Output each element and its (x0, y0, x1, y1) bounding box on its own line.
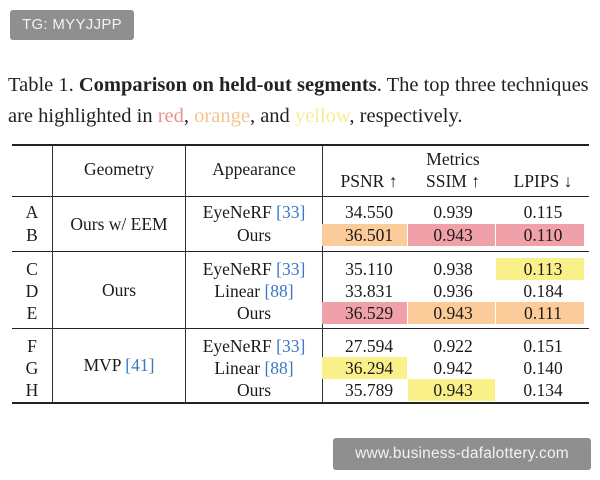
row-id: G (25, 358, 39, 378)
highlight-yellow (408, 379, 495, 401)
row-appearance: Linear [88] (214, 281, 294, 301)
row-lpips: 0.110 (523, 225, 563, 245)
row-ssim: 0.936 (433, 281, 473, 301)
row-id: F (27, 336, 37, 356)
highlight-red (496, 224, 584, 246)
appearance-citation: [33] (276, 202, 306, 222)
row-psnr: 34.550 (344, 202, 394, 222)
row-ssim: 0.922 (433, 336, 473, 356)
caption-prefix: Table 1. (8, 74, 74, 96)
caption-sep-1: , (183, 105, 195, 127)
appearance-citation: [88] (264, 358, 294, 378)
row-appearance: Ours (236, 303, 272, 323)
header-appearance: Appearance (212, 159, 296, 179)
group-rule-2 (12, 328, 589, 329)
table-caption: Table 1. Comparison on held-out segments… (8, 70, 598, 132)
group-geometry-label: Ours (101, 280, 137, 300)
row-ssim: 0.939 (433, 202, 473, 222)
highlight-red (322, 302, 407, 324)
row-psnr: 33.831 (344, 281, 394, 301)
row-lpips: 0.151 (523, 336, 563, 356)
row-psnr: 36.501 (344, 225, 394, 245)
row-id: C (26, 259, 38, 279)
appearance-citation: [88] (264, 281, 294, 301)
row-id: B (26, 225, 38, 245)
watermark-top-left: TG: MYYJJPP (10, 10, 134, 40)
row-appearance: EyeNeRF [33] (202, 259, 306, 279)
caption-red-word: red (157, 105, 184, 127)
caption-text-1: . The top three techniques are highlight… (8, 74, 589, 127)
highlight-red (408, 224, 495, 246)
column-divider-geometry (185, 146, 186, 402)
highlight-yellow (496, 258, 584, 280)
row-id: E (26, 303, 38, 323)
caption-text-2: , respectively. (349, 105, 463, 127)
row-lpips: 0.115 (523, 202, 563, 222)
column-divider-id (52, 146, 53, 402)
row-appearance: Ours (236, 225, 272, 245)
row-ssim: 0.943 (433, 303, 473, 323)
highlight-orange (408, 302, 495, 324)
watermark-bottom-right: www.business-dafalottery.com (333, 438, 591, 470)
row-ssim: 0.942 (433, 358, 473, 378)
highlight-orange (496, 302, 584, 324)
appearance-citation: [33] (276, 336, 306, 356)
caption-title: Comparison on held-out segments (78, 74, 377, 96)
row-appearance: EyeNeRF [33] (202, 336, 306, 356)
table-top-rule (12, 144, 589, 146)
caption-yellow-word: yellow (294, 105, 350, 127)
header-ssim: SSIM ↑ (426, 171, 480, 191)
row-lpips: 0.140 (523, 358, 563, 378)
row-ssim: 0.943 (433, 225, 473, 245)
group-geometry-label: Ours w/ EEM (70, 214, 168, 234)
table-bottom-rule (12, 402, 589, 404)
row-psnr: 36.294 (344, 358, 394, 378)
row-ssim: 0.938 (433, 259, 473, 279)
row-id: A (25, 202, 39, 222)
row-psnr: 27.594 (344, 336, 394, 356)
header-metrics: Metrics (426, 149, 480, 169)
appearance-citation: [33] (276, 259, 306, 279)
row-lpips: 0.111 (523, 303, 563, 323)
highlight-orange (322, 224, 407, 246)
row-psnr: 35.110 (345, 259, 393, 279)
row-lpips: 0.113 (523, 259, 563, 279)
row-lpips: 0.184 (523, 281, 563, 301)
row-id: D (25, 281, 39, 301)
row-lpips: 0.134 (523, 380, 563, 400)
geometry-citation: [41] (125, 355, 155, 375)
header-lpips: LPIPS ↓ (513, 171, 573, 191)
row-psnr: 36.529 (344, 303, 394, 323)
row-appearance: EyeNeRF [33] (202, 202, 306, 222)
column-divider-appearance (322, 146, 323, 402)
caption-sep-2: , and (249, 105, 295, 127)
caption-orange-word: orange (194, 105, 250, 127)
group-geometry-label: MVP [41] (83, 355, 155, 375)
row-psnr: 35.789 (344, 380, 394, 400)
header-psnr: PSNR ↑ (340, 171, 398, 191)
header-bottom-rule (12, 196, 589, 197)
group-rule-1 (12, 251, 589, 252)
row-ssim: 0.943 (433, 380, 473, 400)
header-geometry: Geometry (84, 159, 154, 179)
row-appearance: Linear [88] (214, 358, 294, 378)
highlight-yellow (322, 357, 407, 379)
row-id: H (25, 380, 39, 400)
row-appearance: Ours (236, 380, 272, 400)
